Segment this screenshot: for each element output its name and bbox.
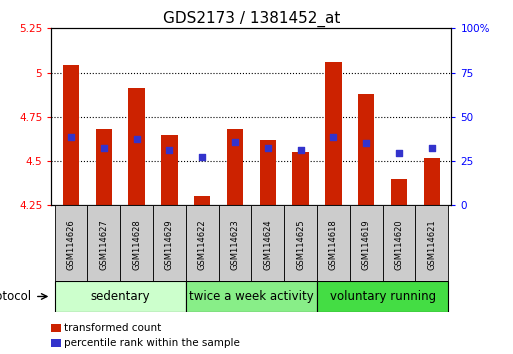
Text: GSM114621: GSM114621 — [427, 219, 436, 270]
FancyBboxPatch shape — [317, 205, 350, 283]
Point — [132, 136, 141, 142]
Text: GSM114629: GSM114629 — [165, 219, 174, 270]
Text: transformed count: transformed count — [64, 323, 162, 333]
Text: twice a week activity: twice a week activity — [189, 290, 314, 303]
Bar — [227, 129, 243, 205]
Point — [264, 145, 272, 150]
Point — [395, 150, 403, 156]
Point — [362, 141, 370, 146]
FancyBboxPatch shape — [120, 205, 153, 283]
Point — [428, 145, 436, 150]
Bar — [358, 94, 374, 205]
Point — [231, 139, 239, 145]
Bar — [194, 196, 210, 205]
Bar — [424, 158, 440, 205]
FancyBboxPatch shape — [219, 205, 251, 283]
Bar — [128, 88, 145, 205]
Bar — [161, 135, 177, 205]
Point — [297, 147, 305, 152]
Text: GSM114618: GSM114618 — [329, 219, 338, 270]
FancyBboxPatch shape — [186, 205, 219, 283]
Bar — [391, 179, 407, 205]
Text: GSM114625: GSM114625 — [296, 219, 305, 270]
Point — [165, 147, 173, 152]
Text: voluntary running: voluntary running — [329, 290, 436, 303]
Text: sedentary: sedentary — [90, 290, 150, 303]
FancyBboxPatch shape — [186, 281, 317, 312]
Bar — [95, 129, 112, 205]
FancyBboxPatch shape — [284, 205, 317, 283]
FancyBboxPatch shape — [87, 205, 120, 283]
Text: GSM114627: GSM114627 — [100, 219, 108, 270]
Text: GSM114622: GSM114622 — [198, 219, 207, 270]
Text: GSM114628: GSM114628 — [132, 219, 141, 270]
FancyBboxPatch shape — [54, 281, 186, 312]
Point — [329, 134, 338, 140]
FancyBboxPatch shape — [251, 205, 284, 283]
Text: GSM114624: GSM114624 — [263, 219, 272, 270]
Bar — [292, 152, 309, 205]
FancyBboxPatch shape — [54, 205, 87, 283]
FancyBboxPatch shape — [317, 281, 448, 312]
Bar — [63, 65, 79, 205]
Text: percentile rank within the sample: percentile rank within the sample — [64, 338, 240, 348]
FancyBboxPatch shape — [350, 205, 383, 283]
Point — [67, 134, 75, 140]
FancyBboxPatch shape — [416, 205, 448, 283]
Point — [198, 154, 206, 159]
Bar — [260, 140, 276, 205]
Text: GSM114619: GSM114619 — [362, 219, 371, 270]
FancyBboxPatch shape — [383, 205, 416, 283]
Title: GDS2173 / 1381452_at: GDS2173 / 1381452_at — [163, 11, 340, 27]
Text: GSM114623: GSM114623 — [230, 219, 240, 270]
Text: GSM114620: GSM114620 — [394, 219, 403, 270]
Text: GSM114626: GSM114626 — [67, 219, 75, 270]
FancyBboxPatch shape — [153, 205, 186, 283]
Point — [100, 145, 108, 150]
Bar — [325, 62, 342, 205]
Text: protocol: protocol — [0, 290, 32, 303]
